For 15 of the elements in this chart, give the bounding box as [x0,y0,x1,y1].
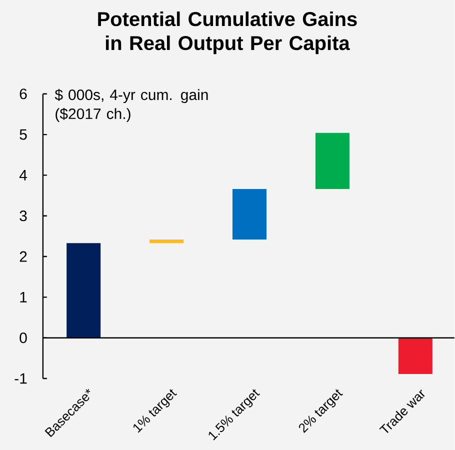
y-tick-label: 6 [20,88,27,99]
y-tick-label: 2 [20,251,27,262]
y-axis-title: $ 000s, 4-yr cum. gain ($2017 ch.) [54,88,208,122]
bar [232,188,267,240]
y-tick-label: 4 [19,170,27,180]
y-tick-label: 1 [20,292,27,302]
y-tick-label: 3 [20,210,27,221]
bar [150,239,184,243]
y-tick-label: -1 [14,373,27,384]
bar [398,338,432,374]
bar [66,242,101,338]
bar [315,132,350,189]
y-tick-label: 5 [20,129,27,140]
y-tick-label: 0 [20,332,27,343]
chart-title: Potential Cumulative Gains in Real Output Per Capita [98,11,357,54]
